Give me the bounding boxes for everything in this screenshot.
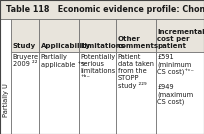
Text: Partially
applicable ⁺ᵃ⁻: Partially applicable ⁺ᵃ⁻: [41, 54, 87, 68]
Bar: [79, 52, 116, 134]
Text: £591
(minimum
CS cost)⁺ᶜ⁻

£949
(maximum
CS cost): £591 (minimum CS cost)⁺ᶜ⁻ £949 (maximum …: [157, 54, 194, 105]
Text: Incremental
cost per
patient: Incremental cost per patient: [157, 29, 204, 49]
Text: Partially U: Partially U: [3, 83, 9, 117]
Bar: [156, 19, 204, 52]
Bar: [116, 52, 156, 134]
Bar: [0, 19, 11, 134]
Bar: [39, 19, 79, 52]
Text: Applicability: Applicability: [41, 43, 91, 49]
Text: Table 118   Economic evidence profile: Chondroitin v: Table 118 Economic evidence profile: Cho…: [6, 5, 204, 14]
Bar: [0, 0, 204, 19]
Text: Patient
data taken
from the
STOPP
study ²²⁹: Patient data taken from the STOPP study …: [118, 54, 154, 90]
Text: Other
comments: Other comments: [118, 36, 159, 49]
Text: Limitations: Limitations: [80, 43, 125, 49]
Bar: [11, 52, 39, 134]
Bar: [79, 19, 116, 52]
Text: Bruyere
2009 ²²: Bruyere 2009 ²²: [13, 54, 39, 67]
Bar: [39, 52, 79, 134]
Text: Study: Study: [13, 43, 36, 49]
Bar: [116, 19, 156, 52]
Text: Potentially
serious
limitations
⁺ᵇ⁻: Potentially serious limitations ⁺ᵇ⁻: [80, 54, 116, 81]
Bar: [156, 52, 204, 134]
Bar: [11, 19, 39, 52]
